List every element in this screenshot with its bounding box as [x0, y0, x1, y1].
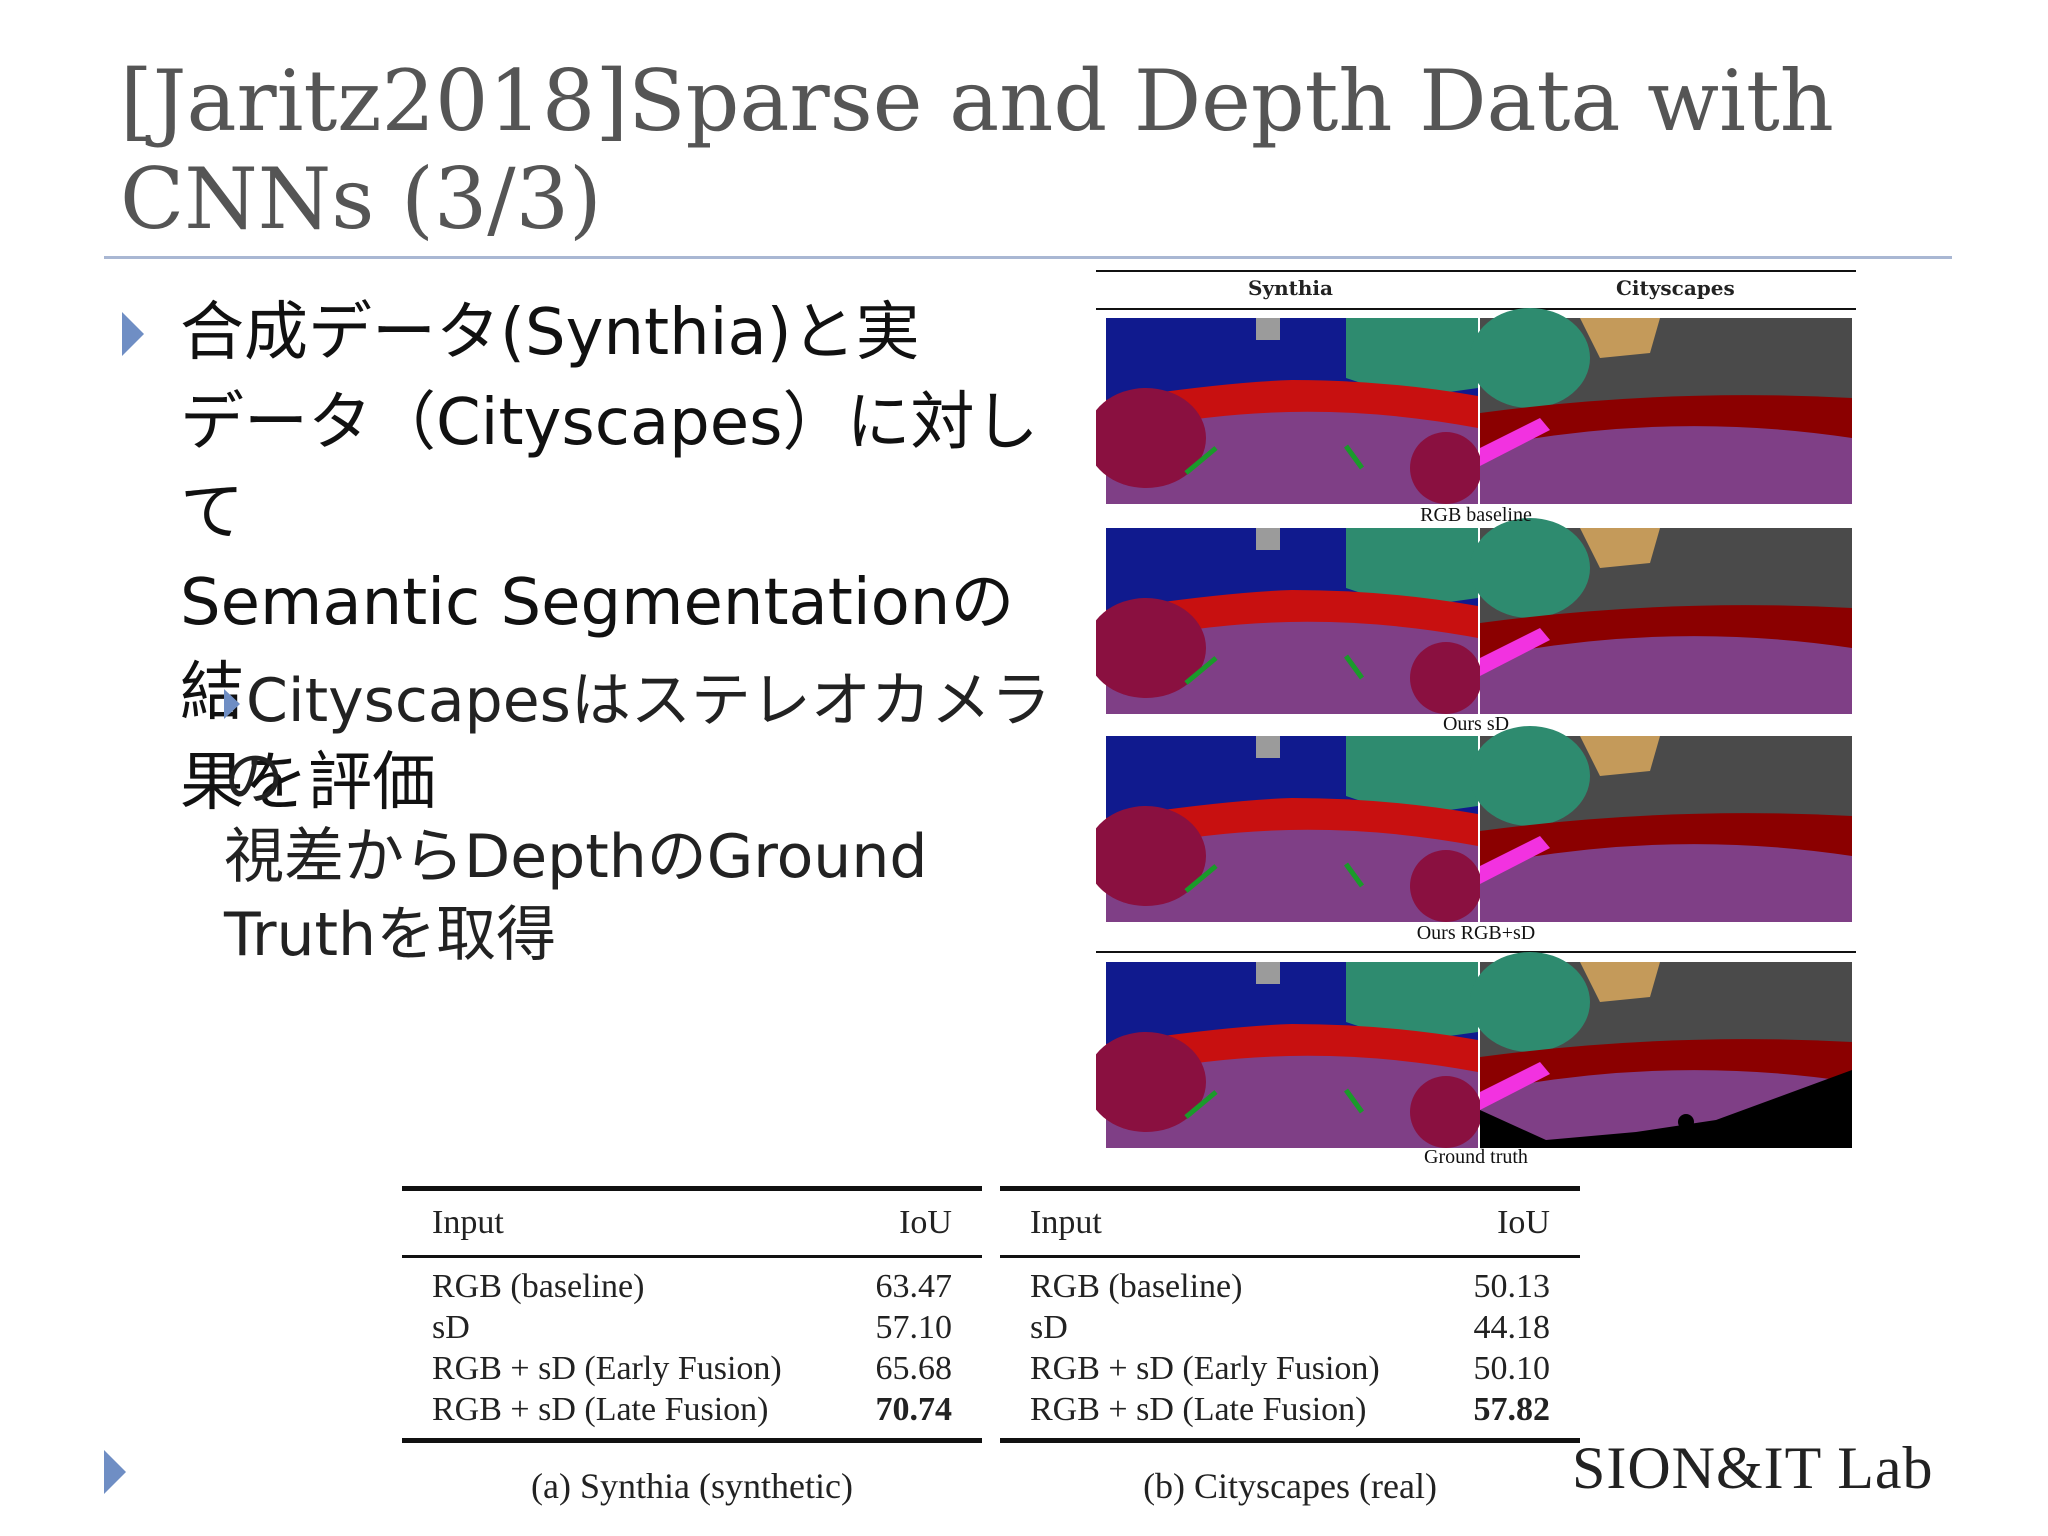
segmentation-panels	[1096, 308, 1856, 1170]
main-bullet-line: 合成データ(Synthia)と実	[180, 296, 920, 370]
table-row: RGB + sD (Late Fusion) 57.82	[1030, 1391, 1550, 1428]
table-caption: (b) Cityscapes (real)	[1143, 1466, 1437, 1506]
caption-ours-rgb-sd: Ours RGB+sD	[1416, 922, 1536, 944]
main-bullet-line: 果を評価	[180, 746, 436, 820]
header-iou: IoU	[899, 1204, 952, 1241]
column-header-cityscapes: Cityscapes	[1616, 276, 1735, 300]
table-cityscapes: Input IoU RGB (baseline) 50.13 sD 44.18 RG…	[1000, 1186, 1580, 1507]
sub-bullet-line: 視差からDepthのGround	[224, 822, 928, 892]
table-synthia: Input IoU RGB (baseline) 63.47 sD 57.10 RG…	[402, 1186, 982, 1507]
bullet-arrow-icon	[122, 312, 144, 356]
table-row: RGB + sD (Early Fusion) 50.10	[1030, 1350, 1550, 1387]
table-caption: (a) Synthia (synthetic)	[531, 1466, 853, 1506]
column-header-synthia: Synthia	[1248, 276, 1333, 300]
row-ground-truth	[1096, 952, 1852, 1148]
slide-title: [Jaritz2018]Sparse and Depth Data with C…	[120, 52, 1920, 248]
segmentation-figure: Synthia Cityscapes	[1096, 270, 1856, 1170]
table-row: sD 44.18	[1030, 1309, 1550, 1346]
title-line-2: CNNs (3/3)	[120, 150, 602, 248]
table-row: RGB + sD (Early Fusion) 65.68	[432, 1350, 952, 1387]
header-input: Input	[432, 1204, 504, 1241]
caption-rgb-baseline: RGB baseline	[1420, 504, 1532, 526]
sub-bullet-line: Truthを取得	[224, 900, 557, 970]
main-bullet: 合成データ(Synthia)と実 データ（Cityscapes）に対して Sem…	[180, 288, 1060, 828]
header-iou: IoU	[1497, 1204, 1550, 1241]
row-rgb-baseline	[1096, 308, 1852, 504]
main-bullet-line: Semantic Segmentationの結	[180, 566, 1015, 730]
sub-bullet: Cityscapesはステレオカメラの 視差からDepthのGround Tru…	[224, 662, 1084, 974]
lab-logo: SION&IT Lab	[1572, 1435, 1934, 1501]
sub-bullet-arrow-icon	[224, 689, 240, 720]
row-ours-rgb-sd	[1096, 726, 1852, 922]
caption-ground-truth: Ground truth	[1424, 1146, 1528, 1168]
table-header: Input IoU	[1000, 1191, 1580, 1255]
main-bullet-line: データ（Cityscapes）に対して	[180, 386, 1039, 550]
row-ours-sd	[1096, 518, 1852, 714]
footer-arrow-icon	[104, 1450, 126, 1494]
table-row: RGB (baseline) 50.13	[1030, 1268, 1550, 1305]
header-input: Input	[1030, 1204, 1102, 1241]
figure-top-rule	[1096, 270, 1856, 272]
figure-header-rule	[1096, 308, 1856, 310]
caption-ours-sd: Ours sD	[1442, 713, 1510, 735]
table-header: Input IoU	[402, 1191, 982, 1255]
table-row: sD 57.10	[432, 1309, 952, 1346]
title-divider	[104, 256, 1952, 259]
sub-bullet-line: Cityscapesはステレオカメラの	[224, 666, 1051, 814]
table-row: RGB + sD (Late Fusion) 70.74	[432, 1391, 952, 1428]
title-line-1: [Jaritz2018]Sparse and Depth Data with	[120, 52, 1834, 150]
table-row: RGB (baseline) 63.47	[432, 1268, 952, 1305]
